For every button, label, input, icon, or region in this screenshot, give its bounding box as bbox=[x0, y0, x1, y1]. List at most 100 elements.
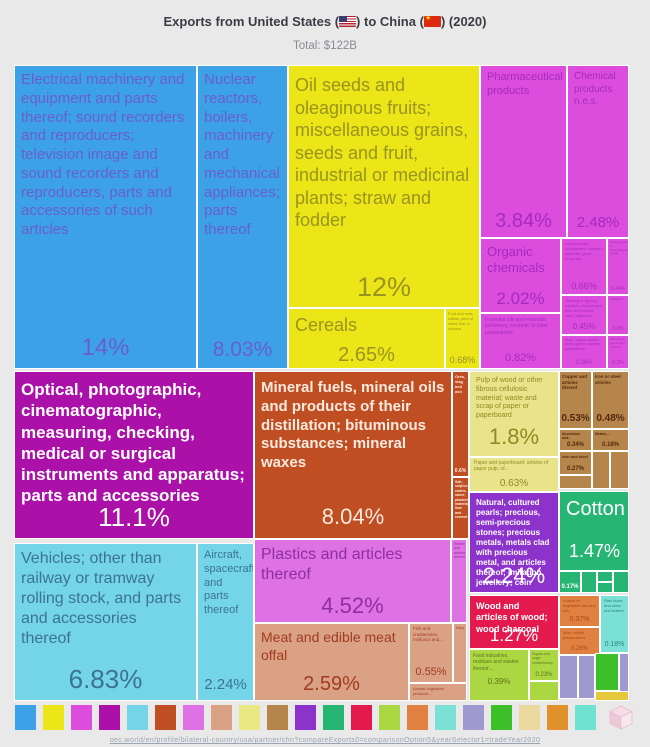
legend-swatch[interactable] bbox=[43, 704, 64, 730]
treemap-block-textile-misc-4[interactable] bbox=[614, 572, 628, 592]
block-value: 0.53% bbox=[561, 413, 590, 424]
treemap-block-rubber[interactable]: Rubber and articles thereof bbox=[452, 540, 466, 622]
treemap-block-fertilisers[interactable]: Fertilisers 0.3% bbox=[608, 296, 628, 334]
treemap-block-cotton[interactable]: Cotton 1.47% bbox=[560, 492, 628, 570]
treemap-block-misc-yellow[interactable] bbox=[596, 692, 628, 700]
legend-swatch[interactable] bbox=[491, 704, 512, 730]
legend-swatch[interactable] bbox=[239, 704, 260, 730]
treemap-block-dairy[interactable]: Dairy... bbox=[454, 624, 466, 682]
block-value: 14% bbox=[81, 334, 130, 361]
legend-swatch[interactable] bbox=[407, 704, 428, 730]
treemap-block-soap[interactable]: Soap, organic surface-active agents; was… bbox=[562, 336, 606, 368]
treemap-block-metals-misc-3[interactable] bbox=[611, 452, 628, 488]
block-value: 0.37% bbox=[569, 616, 590, 623]
treemap-block-foodstuffs-small[interactable]: Sugars and sugar confectionery 0.23% bbox=[530, 650, 558, 680]
treemap-block-photographic-goods[interactable]: Photographic or cinematographic goods 0.… bbox=[608, 239, 628, 294]
treemap-block-electrical-machinery[interactable]: Electrical machinery and equipment and p… bbox=[15, 66, 196, 368]
legend-swatch[interactable] bbox=[323, 704, 344, 730]
block-label: Misc. edible preparations bbox=[563, 630, 586, 640]
legend-swatch[interactable] bbox=[183, 704, 204, 730]
treemap-block-metals-misc-1[interactable] bbox=[560, 476, 591, 488]
treemap-block-cereals[interactable]: Cereals 2.65% bbox=[289, 309, 444, 368]
legend-swatch[interactable] bbox=[575, 704, 596, 730]
treemap-block-albuminoidal[interactable]: Albuminoidal substances; modified starch… bbox=[562, 239, 606, 294]
block-label: Cereals bbox=[295, 315, 358, 335]
treemap-block-stone-glass-2[interactable] bbox=[579, 656, 594, 698]
block-label: Metals,... bbox=[595, 432, 610, 436]
3d-cube-icon[interactable] bbox=[607, 703, 635, 731]
legend-swatch[interactable] bbox=[211, 704, 232, 730]
block-value: 0.26% bbox=[570, 646, 588, 652]
treemap-block-wood[interactable]: Wood and articles of wood; wood charcoal… bbox=[470, 596, 558, 648]
treemap-block-meat[interactable]: Meat and edible meat offal 2.59% bbox=[255, 624, 408, 700]
legend-swatch[interactable] bbox=[547, 704, 568, 730]
treemap-block-stone-glass-3[interactable] bbox=[620, 654, 628, 698]
treemap-block-pharmaceutical[interactable]: Pharmaceutical products 3.84% bbox=[481, 66, 566, 237]
legend-swatch[interactable] bbox=[435, 704, 456, 730]
treemap-block-textile-misc-1[interactable] bbox=[582, 572, 596, 592]
block-label: Pulp of wood or other fibrous cellulosic… bbox=[476, 377, 543, 419]
treemap-block-organic-chemicals[interactable]: Organic chemicals 2.02% bbox=[481, 239, 560, 312]
treemap-block-oil-seeds[interactable]: Oil seeds and oleaginous fruits; miscell… bbox=[289, 66, 479, 307]
block-label: Ores, slag and ash bbox=[455, 374, 466, 394]
treemap-block-metals-misc-2[interactable] bbox=[593, 452, 609, 488]
treemap-block-animal-products[interactable]: Animal originated products... bbox=[410, 684, 466, 700]
treemap-block-aircraft[interactable]: Aircraft, spacecraft and parts thereof 2… bbox=[198, 544, 253, 700]
page-title: Exports from United States () to China (… bbox=[0, 14, 650, 29]
legend-swatch[interactable] bbox=[379, 704, 400, 730]
treemap-block-precious-metals[interactable]: Natural, cultured pearls; precious, semi… bbox=[470, 493, 558, 592]
treemap-block-stone-glass-1[interactable] bbox=[560, 656, 577, 698]
block-label: Fruit and nuts, edible; peel of citrus f… bbox=[448, 311, 474, 331]
legend-swatch[interactable] bbox=[463, 704, 484, 730]
treemap-block-vehicles[interactable]: Vehicles; other than railway or tramway … bbox=[15, 544, 196, 700]
treemap-block-optical-instruments[interactable]: Optical, photographic, cinematographic, … bbox=[15, 372, 253, 538]
treemap-block-aluminium[interactable]: Aluminium and... 0.34% bbox=[560, 430, 591, 450]
treemap-block-misc-green[interactable] bbox=[596, 654, 618, 690]
block-value: 0.2% bbox=[612, 360, 624, 366]
treemap-block-textile-misc-3[interactable] bbox=[598, 583, 612, 592]
legend-swatch[interactable] bbox=[351, 704, 372, 730]
treemap-block-tanning-dyeing[interactable]: Tanning or dyeing extracts; tannins and … bbox=[562, 296, 606, 334]
treemap-block-food-residues[interactable]: Food industries, residues and wastes the… bbox=[470, 650, 528, 700]
block-label: Wood and articles of wood; wood charcoal bbox=[476, 601, 548, 634]
legend-swatch[interactable] bbox=[519, 704, 540, 730]
treemap-block-textile-small[interactable]: 0.17% bbox=[560, 572, 580, 592]
treemap-block-copper[interactable]: Copper and articles thereof 0.53% bbox=[560, 372, 591, 428]
block-label: Animal or vegetable fats and oils bbox=[563, 598, 596, 613]
legend-swatch[interactable] bbox=[295, 704, 316, 730]
legend-swatch[interactable] bbox=[71, 704, 92, 730]
treemap-block-salt-sulphur[interactable]: Salt; sulphur; earths, stone; plastering… bbox=[453, 478, 468, 538]
treemap-block-fish[interactable]: Fish and crustaceans, molluscs and... 0.… bbox=[410, 624, 452, 682]
treemap-block-iron-steel-articles[interactable]: Iron or steel articles 0.48% bbox=[593, 372, 628, 428]
treemap-block-foodstuffs-misc[interactable] bbox=[530, 682, 558, 700]
legend-swatches bbox=[15, 704, 596, 730]
legend-swatch[interactable] bbox=[99, 704, 120, 730]
block-label: Raw hides and skins and leather bbox=[604, 598, 625, 613]
treemap-block-nuclear-reactors[interactable]: Nuclear reactors, boilers, machinery and… bbox=[198, 66, 287, 368]
total-subtitle: Total: $122B bbox=[293, 40, 357, 52]
treemap-block-explosives[interactable]: Explosives; pyrotechnic products 0.2% bbox=[608, 336, 628, 368]
treemap-block-textile-misc-2[interactable] bbox=[598, 572, 612, 581]
treemap-block-fats-oils[interactable]: Animal or vegetable fats and oils 0.37% bbox=[560, 596, 599, 626]
treemap-block-ores-slag-ash[interactable]: Ores, slag and ash 0.6% bbox=[453, 372, 468, 476]
footer: oec.world/en/profile/bilateral-country/u… bbox=[0, 729, 650, 747]
treemap-block-hides-skins[interactable]: Raw hides and skins and leather 0.18% bbox=[601, 596, 628, 652]
legend-swatch[interactable] bbox=[15, 704, 36, 730]
treemap-block-chemical-products-nes[interactable]: Chemical products n.e.s. 2.48% bbox=[568, 66, 628, 237]
legend-swatch[interactable] bbox=[155, 704, 176, 730]
block-value: 0.66% bbox=[571, 281, 597, 291]
treemap-block-iron-and-steel[interactable]: Iron and steel 0.27% bbox=[560, 452, 591, 474]
treemap-block-metals-nes[interactable]: Metals,... 0.18% bbox=[593, 430, 628, 450]
treemap-block-edible-preparations[interactable]: Misc. edible preparations 0.26% bbox=[560, 628, 599, 654]
block-value: 0.68% bbox=[449, 355, 476, 365]
treemap-block-plastics[interactable]: Plastics and articles thereof 4.52% bbox=[255, 540, 450, 622]
legend-swatch[interactable] bbox=[127, 704, 148, 730]
treemap-block-pulp-of-wood[interactable]: Pulp of wood or other fibrous cellulosic… bbox=[470, 372, 558, 456]
treemap-block-paper-paperboard[interactable]: Paper and paperboard; articles of paper … bbox=[470, 458, 558, 491]
treemap-block-essential-oils[interactable]: Essential oils and resinoids; perfumery,… bbox=[481, 314, 560, 368]
block-value: 1.47% bbox=[568, 541, 620, 561]
treemap-block-mineral-fuels[interactable]: Mineral fuels, mineral oils and products… bbox=[255, 372, 451, 538]
title-prefix: Exports from United States ( bbox=[163, 14, 340, 29]
treemap-block-fruit-nuts[interactable]: Fruit and nuts, edible; peel of citrus f… bbox=[446, 309, 479, 368]
legend-swatch[interactable] bbox=[267, 704, 288, 730]
